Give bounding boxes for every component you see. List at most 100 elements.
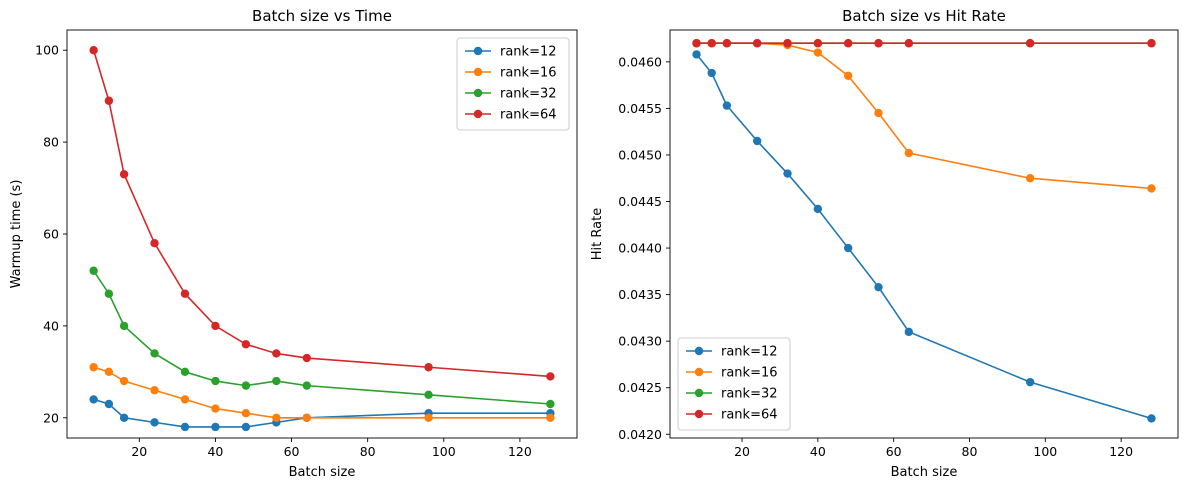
legend-label: rank=12 <box>500 45 557 60</box>
y-tick-label: 0.0440 <box>618 241 662 256</box>
series-rank-32 <box>89 266 555 409</box>
x-tick-label: 20 <box>131 444 147 459</box>
data-point-rank-12 <box>150 418 159 427</box>
data-point-rank-64 <box>241 340 251 349</box>
legend-item-rank-64: rank=64 <box>686 408 778 423</box>
data-point-rank-64 <box>272 349 281 358</box>
x-axis-title: Batch size <box>289 465 356 480</box>
legend-item-rank-16: rank=16 <box>686 366 778 381</box>
data-point-rank-16 <box>874 108 883 118</box>
data-point-rank-16 <box>424 413 433 422</box>
data-point-rank-16 <box>241 408 251 418</box>
y-tick-label: 100 <box>35 43 59 58</box>
chart-title: Batch size vs Time <box>252 7 392 25</box>
data-point-rank-12 <box>89 395 98 404</box>
series-rank-16 <box>692 39 1156 193</box>
legend: rank=12 rank=16 rank=32 rank=64 <box>677 337 791 431</box>
data-point-rank-12 <box>904 327 914 337</box>
y-tick-label: 0.0445 <box>618 194 662 209</box>
plot-frame <box>66 29 578 439</box>
data-point-rank-64 <box>546 372 555 381</box>
legend-marker <box>694 367 704 377</box>
legend-marker <box>694 346 704 356</box>
data-point-rank-64 <box>874 39 883 48</box>
legend-item-rank-12: rank=12 <box>686 345 778 360</box>
data-point-rank-16 <box>150 386 159 395</box>
data-point-rank-12 <box>707 68 716 78</box>
data-point-rank-64 <box>813 39 823 48</box>
data-point-rank-12 <box>874 282 883 292</box>
data-point-rank-16 <box>1147 184 1156 193</box>
chart-batch-size-vs-time: Batch size vs Time Batch size Warmup time … <box>9 7 578 480</box>
data-point-rank-12 <box>241 422 251 432</box>
y-tick-label: 0.0425 <box>618 380 662 395</box>
series-rank-12 <box>89 395 555 432</box>
y-tick-label: 40 <box>43 318 59 333</box>
data-point-rank-16 <box>1025 174 1035 183</box>
data-point-rank-16 <box>302 413 311 422</box>
data-point-rank-64 <box>302 353 311 363</box>
legend-box <box>456 37 570 131</box>
data-point-rank-64 <box>424 363 433 372</box>
x-tick-label: 120 <box>508 444 532 459</box>
legend: rank=12 rank=16 rank=32 rank=64 <box>456 37 570 131</box>
y-tick-label: 0.0455 <box>618 101 662 116</box>
plot-frame <box>669 29 1179 439</box>
data-point-rank-32 <box>119 321 129 331</box>
legend-label: rank=32 <box>721 387 778 402</box>
legend-marker <box>694 409 704 419</box>
series-rank-16 <box>89 363 555 422</box>
data-point-rank-12 <box>692 50 701 59</box>
data-point-rank-64 <box>180 289 190 298</box>
data-point-rank-64 <box>904 39 914 48</box>
data-point-rank-64 <box>1147 39 1156 48</box>
y-tick-label: 20 <box>43 410 59 425</box>
series-line-rank-32 <box>92 270 551 405</box>
data-point-rank-12 <box>752 136 762 146</box>
series-line-rank-16 <box>696 42 1152 190</box>
x-tick-label: 60 <box>284 444 300 459</box>
data-point-rank-64 <box>692 39 701 48</box>
data-point-rank-12 <box>104 399 114 409</box>
series-rank-64 <box>692 39 1156 48</box>
data-point-rank-32 <box>241 381 251 390</box>
legend-label: rank=64 <box>500 108 557 123</box>
data-point-rank-12 <box>722 101 732 110</box>
y-axis-title: Warmup time (s) <box>9 180 24 289</box>
data-point-rank-64 <box>89 46 98 55</box>
legend-box <box>677 337 791 431</box>
data-point-rank-16 <box>119 376 129 386</box>
legend-marker <box>473 88 483 98</box>
data-point-rank-64 <box>783 39 792 48</box>
y-axis-title: Hit Rate <box>590 208 605 260</box>
y-tick-label: 80 <box>43 135 59 150</box>
legend-item-rank-64: rank=64 <box>465 108 557 123</box>
data-point-rank-64 <box>119 170 129 179</box>
y-tick-label: 60 <box>43 227 59 242</box>
data-point-rank-12 <box>180 422 190 432</box>
x-tick-label: 40 <box>207 444 223 459</box>
data-point-rank-32 <box>104 289 114 298</box>
y-tick-label: 0.0460 <box>618 54 662 69</box>
legend-label: rank=64 <box>721 408 778 423</box>
data-point-rank-16 <box>89 363 98 372</box>
data-point-rank-16 <box>272 413 281 422</box>
data-point-rank-64 <box>843 39 853 48</box>
data-point-rank-64 <box>1025 39 1035 48</box>
legend-marker <box>694 388 704 398</box>
data-point-rank-64 <box>150 238 159 248</box>
legend-item-rank-12: rank=12 <box>465 45 557 60</box>
data-point-rank-12 <box>813 204 823 214</box>
legend-item-rank-32: rank=32 <box>465 87 557 102</box>
data-point-rank-32 <box>424 390 433 400</box>
data-point-rank-32 <box>180 367 190 377</box>
data-point-rank-64 <box>722 39 732 48</box>
legend-item-rank-32: rank=32 <box>686 387 778 402</box>
data-point-rank-16 <box>813 48 823 57</box>
data-point-rank-32 <box>546 399 555 409</box>
data-point-rank-64 <box>707 39 716 48</box>
legend-marker <box>473 46 483 56</box>
series-rank-12 <box>692 50 1156 423</box>
legend-label: rank=16 <box>500 66 557 81</box>
